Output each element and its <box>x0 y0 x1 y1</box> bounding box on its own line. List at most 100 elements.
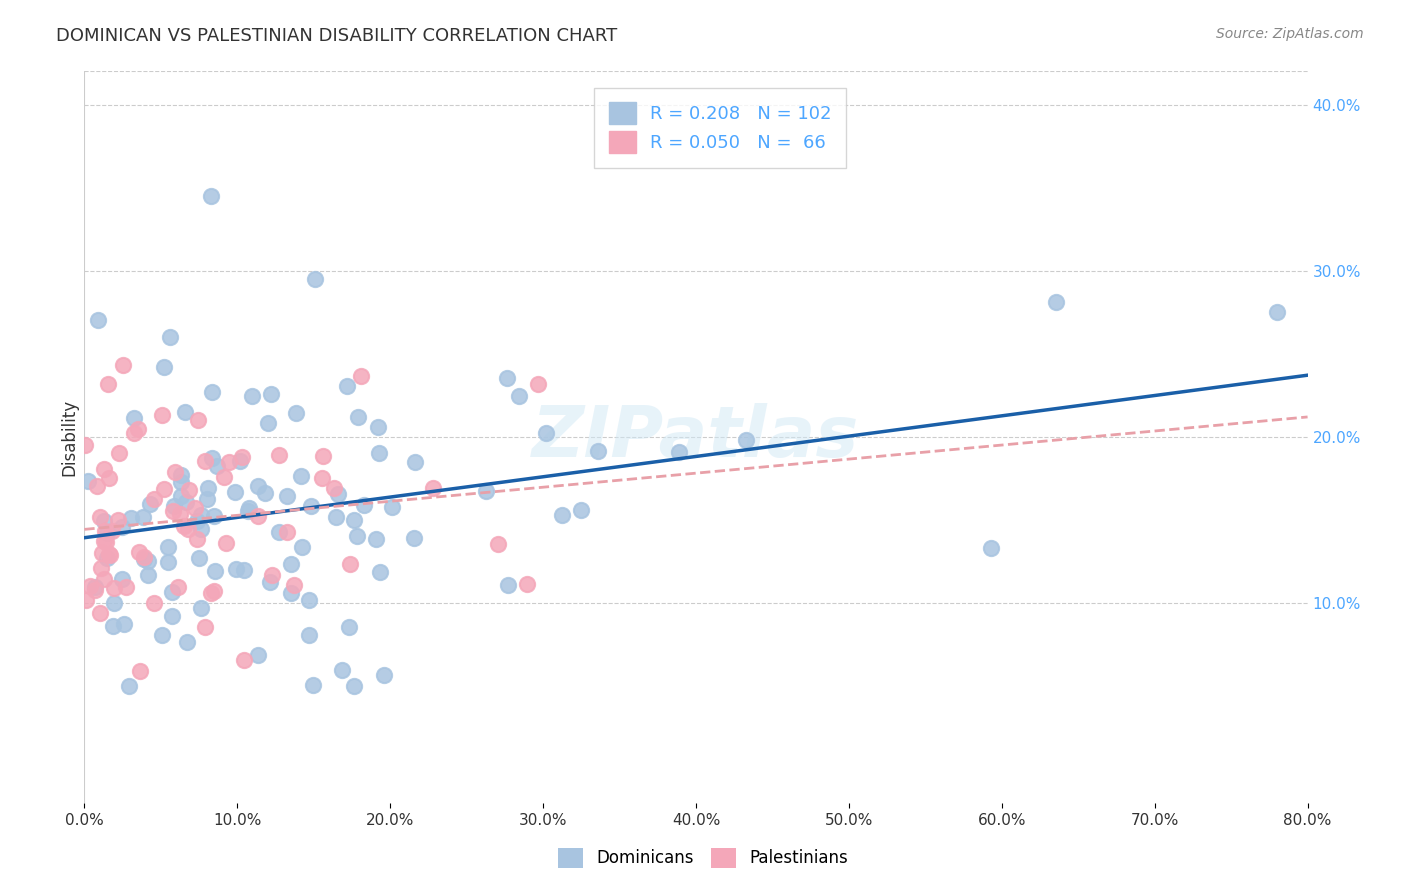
Point <box>103 581 125 595</box>
Point <box>153 359 176 374</box>
Point <box>233 563 256 577</box>
Point <box>325 510 347 524</box>
Point <box>475 484 498 499</box>
Point <box>337 620 360 634</box>
Point <box>94 524 117 538</box>
Text: ZIPatlas: ZIPatlas <box>533 402 859 472</box>
Point <box>127 422 149 436</box>
Point <box>197 481 219 495</box>
Point <box>108 446 131 460</box>
Point <box>156 555 179 569</box>
Point <box>93 462 115 476</box>
Point <box>195 492 218 507</box>
Point <box>174 405 197 419</box>
Point <box>551 508 574 523</box>
Point <box>97 377 120 392</box>
Point <box>136 554 159 568</box>
Point <box>176 522 198 536</box>
Point <box>496 370 519 384</box>
Point <box>122 411 145 425</box>
Point <box>190 601 212 615</box>
Point <box>283 578 305 592</box>
Point <box>202 583 225 598</box>
Point <box>233 653 256 667</box>
Point <box>187 412 209 426</box>
Point <box>91 546 114 560</box>
Point <box>231 450 253 464</box>
Point <box>194 454 217 468</box>
Point <box>364 533 387 547</box>
Point <box>218 455 240 469</box>
Point <box>304 272 326 286</box>
Point <box>200 189 222 203</box>
Point <box>404 531 426 545</box>
Point <box>150 628 173 642</box>
Point <box>343 680 366 694</box>
Point <box>201 451 224 466</box>
Point <box>486 537 509 551</box>
Point <box>260 387 283 401</box>
Point <box>84 582 107 597</box>
Point <box>336 378 359 392</box>
Point <box>132 550 155 565</box>
Point <box>173 519 195 533</box>
Point <box>153 482 176 496</box>
Point <box>201 385 224 400</box>
Point <box>260 568 283 582</box>
Point <box>380 500 402 515</box>
Point <box>174 495 197 509</box>
Text: DOMINICAN VS PALESTINIAN DISABILITY CORRELATION CHART: DOMINICAN VS PALESTINIAN DISABILITY CORR… <box>56 27 617 45</box>
Point <box>111 572 134 586</box>
Point <box>162 609 184 624</box>
Point <box>190 508 212 522</box>
Point <box>143 491 166 506</box>
Point <box>103 596 125 610</box>
Point <box>224 485 246 500</box>
Point <box>79 579 101 593</box>
Point <box>77 474 100 488</box>
Point <box>97 471 120 485</box>
Point <box>132 509 155 524</box>
Point <box>290 469 312 483</box>
Point <box>253 486 276 500</box>
Point <box>128 545 150 559</box>
Point <box>257 416 280 430</box>
Point <box>298 593 321 607</box>
Point <box>93 572 115 586</box>
Point <box>129 664 152 678</box>
Point <box>280 558 302 572</box>
Point <box>328 486 350 500</box>
Point <box>187 551 209 566</box>
Point <box>170 468 193 483</box>
Point <box>422 481 444 495</box>
Point <box>186 532 208 546</box>
Point <box>346 529 368 543</box>
Point <box>225 562 247 576</box>
Point <box>120 511 142 525</box>
Point <box>269 524 291 539</box>
Point <box>367 420 389 434</box>
Point <box>165 465 187 479</box>
Legend: R = 0.208   N = 102, R = 0.050   N =  66: R = 0.208 N = 102, R = 0.050 N = 66 <box>595 87 846 168</box>
Point <box>353 498 375 512</box>
Point <box>373 668 395 682</box>
Point <box>280 586 302 600</box>
Point <box>735 433 758 447</box>
Point <box>87 312 110 326</box>
Point <box>166 580 188 594</box>
Point <box>259 575 281 590</box>
Point <box>143 596 166 610</box>
Point <box>330 664 353 678</box>
Point <box>238 503 260 517</box>
Point <box>159 330 181 344</box>
Point <box>193 620 215 634</box>
Point <box>89 510 111 524</box>
Point <box>169 508 191 522</box>
Point <box>339 557 361 571</box>
Point <box>569 502 592 516</box>
Point <box>111 520 134 534</box>
Point <box>368 445 391 459</box>
Point <box>138 568 160 582</box>
Point <box>302 678 325 692</box>
Point <box>150 408 173 422</box>
